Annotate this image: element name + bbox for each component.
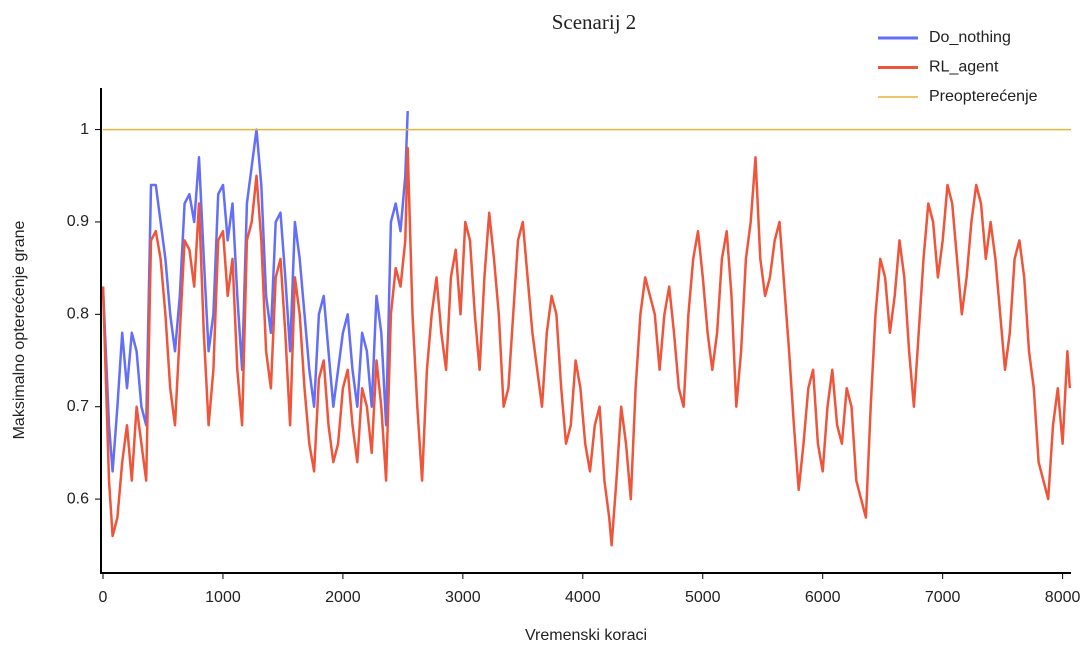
x-tick-label: 5000 — [685, 589, 721, 606]
legend-label: Do_nothing — [929, 29, 1011, 46]
legend-label: RL_agent — [929, 59, 999, 76]
y-tick-label: 0.8 — [67, 306, 89, 323]
x-axis-label: Vremenski koraci — [525, 627, 647, 644]
x-tick-label: 3000 — [445, 589, 481, 606]
y-axis-label: Maksimalno opterećenje grane — [11, 221, 28, 440]
series-line — [101, 146, 1072, 547]
x-tick-label: 4000 — [565, 589, 601, 606]
x-tick-label: 7000 — [925, 589, 961, 606]
x-tick-label: 2000 — [325, 589, 361, 606]
y-tick-label: 1 — [80, 121, 89, 138]
y-tick-label: 0.7 — [67, 398, 89, 415]
x-tick-label: 0 — [99, 589, 108, 606]
plot-area — [101, 111, 1072, 547]
y-tick-label: 0.6 — [67, 490, 89, 507]
x-tick-label: 8000 — [1045, 589, 1081, 606]
y-tick-label: 0.9 — [67, 213, 89, 230]
chart-title: Scenarij 2 — [552, 10, 637, 34]
x-tick-label: 6000 — [805, 589, 841, 606]
x-tick-label: 1000 — [205, 589, 241, 606]
legend-label: Preopterećenje — [929, 88, 1038, 105]
